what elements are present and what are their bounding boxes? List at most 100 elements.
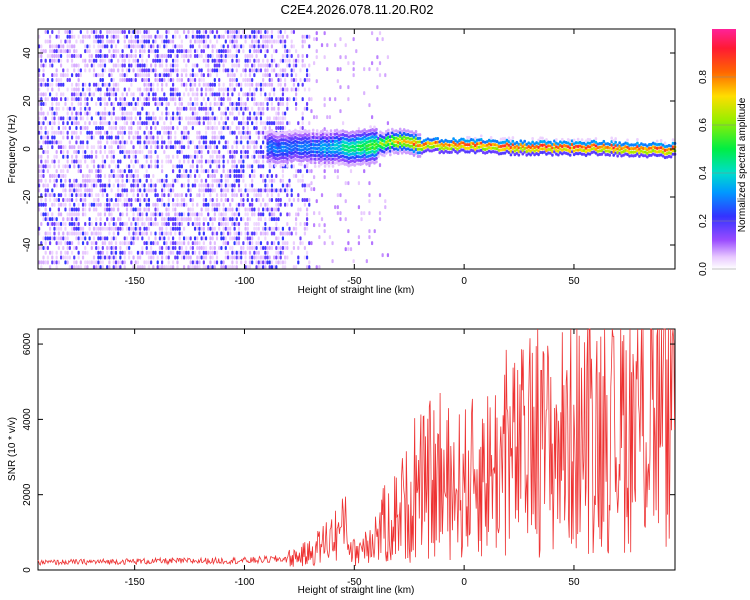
spectrogram-cell: [394, 150, 398, 155]
spectrogram-cell: [171, 63, 175, 68]
spectrogram-cell: [329, 150, 333, 154]
spectrogram-cell: [202, 188, 205, 193]
spectrogram-cell: [81, 116, 85, 121]
spectrogram-cell: [527, 145, 530, 149]
spectrogram-cell: [174, 178, 177, 183]
spectrogram-cell: [42, 63, 45, 68]
spectrogram-cell: [509, 149, 513, 153]
spectrogram-cell: [296, 158, 299, 162]
spectrogram-cell: [218, 183, 221, 188]
spectrogram-cell: [112, 149, 115, 154]
spectrogram-cell: [390, 138, 394, 142]
spectrogram-cell: [112, 173, 115, 178]
spectrogram-cell: [335, 143, 339, 147]
spectrogram-cell: [178, 77, 181, 82]
spectrogram-cell: [207, 202, 210, 207]
spectrogram-cell: [394, 147, 398, 151]
spectrogram-cell: [154, 221, 157, 226]
spectrogram-cell: [242, 202, 245, 207]
spectrogram-cell: [187, 159, 190, 164]
spectrogram-cell: [108, 197, 111, 202]
spectrogram-cell: [226, 207, 230, 212]
spectrogram-cell: [117, 159, 120, 164]
spectrogram-cell: [373, 154, 376, 158]
spectrogram-cell: [169, 130, 172, 135]
spectrogram-cell: [38, 207, 41, 212]
spectrogram-cell: [279, 34, 282, 39]
spectrogram-cell: [207, 97, 210, 102]
spectrogram-cell: [198, 212, 201, 217]
spectrogram-cell: [255, 82, 258, 87]
spectrogram-cell: [121, 241, 124, 246]
spectrogram-cell: [235, 236, 238, 241]
spectrogram-cell: [161, 39, 164, 44]
spectrogram-cell: [180, 53, 183, 58]
spectrogram-cell: [566, 137, 570, 142]
spectrogram-cell: [119, 212, 122, 217]
spectrogram-cell: [305, 53, 309, 58]
spectrogram-cell: [438, 147, 442, 151]
spectrogram-cell: [305, 106, 309, 111]
spectrogram-cell: [414, 151, 418, 155]
spectrogram-cell: [57, 87, 60, 92]
spectrogram-cell: [90, 29, 93, 34]
spectrogram-cell: [279, 202, 282, 207]
spectrogram-cell: [97, 202, 100, 207]
spectrogram-cell: [99, 231, 102, 236]
spectrogram-cell: [46, 111, 49, 116]
spectrogram-cell: [57, 106, 60, 111]
spectrogram-cell: [343, 141, 347, 145]
spectrogram-cell: [198, 121, 201, 126]
spectrogram-cell: [152, 49, 155, 54]
spectrogram-cell: [277, 260, 280, 265]
spectrogram-cell: [277, 116, 280, 121]
spectrogram-cell: [259, 173, 263, 178]
spectrogram-cell: [112, 111, 115, 116]
spectrogram-cell: [57, 159, 60, 164]
spectrogram-cell: [218, 58, 221, 63]
spectrogram-cell: [141, 58, 144, 63]
spectrogram-cell: [242, 245, 245, 250]
spectrogram-cell: [193, 63, 197, 68]
spectrogram-cell: [371, 156, 374, 160]
spectrogram-cell: [262, 154, 265, 159]
spectrogram-cell: [202, 236, 205, 241]
spectrogram-cell: [335, 153, 339, 158]
spectrogram-cell: [255, 39, 258, 44]
spectrogram-cell: [88, 111, 91, 116]
spectrogram-cell: [64, 202, 67, 207]
spectrogram-cell: [86, 44, 89, 49]
spectrogram-cell: [196, 245, 199, 250]
spectrogram-cell: [377, 154, 380, 159]
spectrogram-cell: [264, 97, 267, 102]
spectrogram-cell: [147, 97, 151, 102]
spectrogram-cell: [264, 121, 267, 126]
spectrogram-cell: [308, 183, 311, 188]
spectrogram-cell: [222, 44, 225, 49]
spectrogram-cell: [51, 173, 54, 178]
spectrogram-cell: [101, 44, 104, 49]
spectrogram-cell: [259, 231, 263, 236]
spectrogram-cell: [147, 29, 151, 34]
spectrogram-cell: [402, 142, 406, 146]
spectrogram-cell: [169, 245, 172, 250]
spectrogram-cell: [189, 154, 192, 159]
spectrogram-cell: [73, 159, 76, 164]
spectrogram-cell: [70, 111, 74, 116]
spectrogram-cell: [110, 87, 113, 92]
spectrogram-cell: [68, 106, 71, 111]
spectrogram-cell: [99, 250, 102, 255]
spectrogram-cell: [237, 34, 241, 39]
spectrogram-cell: [357, 205, 361, 210]
spectrogram-cell: [286, 193, 289, 198]
spectrogram-cell: [152, 183, 155, 188]
spectrogram-cell: [171, 87, 175, 92]
spectrogram-cell: [209, 53, 212, 58]
spectrogram-cell: [95, 154, 98, 159]
spectrogram-cell: [125, 178, 129, 183]
spectrogram-cell: [305, 255, 309, 260]
spectrogram-cell: [240, 169, 243, 174]
spectrogram-cell: [209, 197, 212, 202]
spectrogram-cell: [79, 53, 82, 58]
spectrogram-cell: [229, 68, 232, 73]
